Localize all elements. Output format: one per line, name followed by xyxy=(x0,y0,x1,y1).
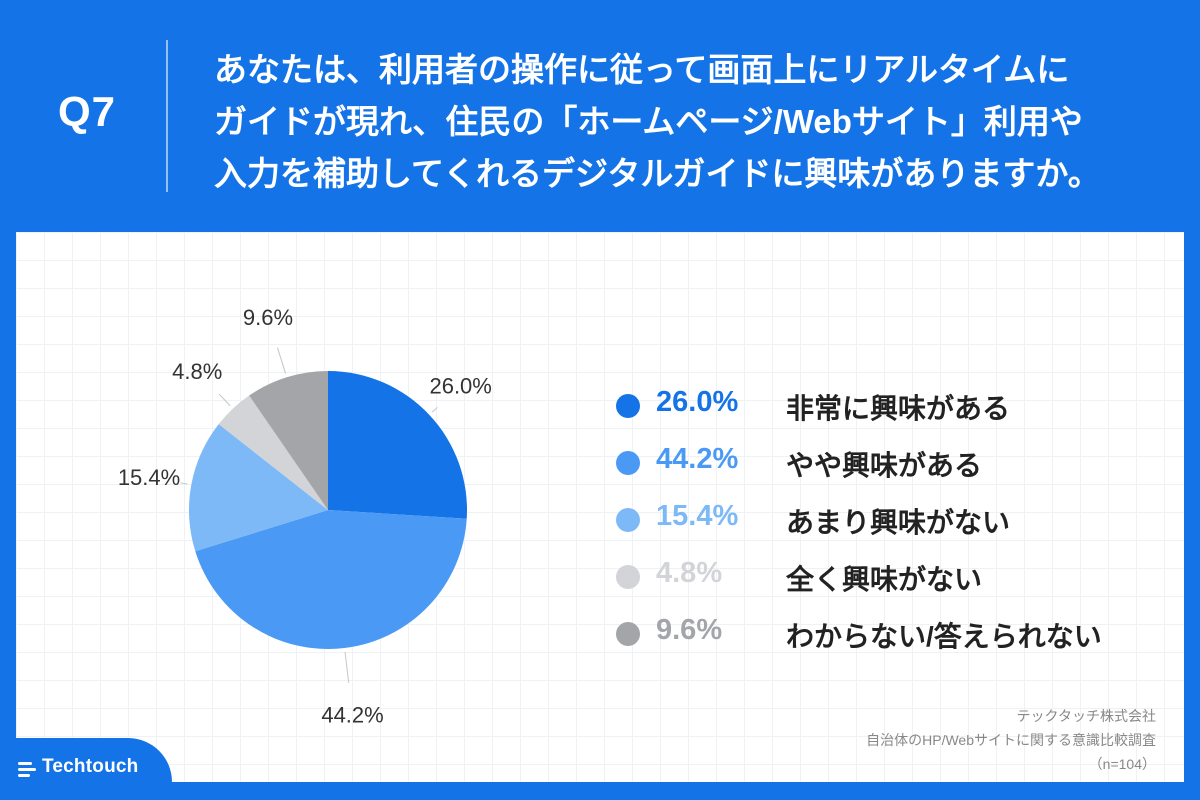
header-banner: Q7 あなたは、利用者の操作に従って画面上にリアルタイムに ガイドが現れ、住民の… xyxy=(0,0,1200,232)
legend-value: 15.4% xyxy=(656,500,739,532)
pie-leader-line xyxy=(344,651,350,683)
pie-slice xyxy=(195,510,467,649)
header-divider xyxy=(166,40,168,192)
legend-label: あまり興味がない xyxy=(786,507,1011,538)
pie-value-label: 44.2% xyxy=(321,703,383,728)
legend: 26.0% 非常に興味がある 44.2% やや興味がある 15.4% あまり興味… xyxy=(616,382,1156,667)
legend-label: わからない/答えられない xyxy=(786,621,1102,652)
legend-item: 4.8% 全く興味がない xyxy=(616,553,1156,610)
legend-value: 9.6% xyxy=(656,614,723,646)
pie-value-label: 4.8% xyxy=(172,359,222,384)
chart-panel: 26.0% 44.2% 15.4% 4.8% 9.6% 26.0% 非常に興味がある 4… xyxy=(16,232,1184,782)
legend-item: 44.2% やや興味がある xyxy=(616,439,1156,496)
pie-value-label: 9.6% xyxy=(243,305,293,330)
legend-label: やや興味がある xyxy=(786,450,983,481)
legend-value: 44.2% xyxy=(656,443,739,475)
pie-slice xyxy=(328,371,467,519)
source-company: テックタッチ株式会社 xyxy=(1016,708,1156,724)
legend-dot-icon xyxy=(616,394,640,418)
pie-slice xyxy=(189,424,328,552)
legend-dot-icon xyxy=(616,622,640,646)
pie-leader-line xyxy=(431,406,438,413)
pie-value-label: 26.0% xyxy=(429,373,491,398)
pie-chart: 26.0% 44.2% 15.4% 4.8% 9.6% xyxy=(118,305,492,728)
legend-value: 26.0% xyxy=(656,386,739,418)
question-line: あなたは、利用者の操作に従って画面上にリアルタイムに xyxy=(214,51,1070,88)
question-text: あなたは、利用者の操作に従って画面上にリアルタイムに ガイドが現れ、住民の「ホー… xyxy=(214,44,1174,200)
source-sample-size: （n=104） xyxy=(1088,756,1156,772)
legend-item: 9.6% わからない/答えられない xyxy=(616,610,1156,667)
source-survey: 自治体のHP/Webサイトに関する意識比較調査 xyxy=(866,732,1156,748)
pie-slice xyxy=(249,371,328,510)
pie-leader-line xyxy=(180,482,188,485)
question-line: ガイドが現れ、住民の「ホームページ/Webサイト」利用や xyxy=(214,103,1083,140)
pie-slice xyxy=(218,395,328,510)
legend-dot-icon xyxy=(616,451,640,475)
legend-item: 26.0% 非常に興味がある xyxy=(616,382,1156,439)
legend-value: 4.8% xyxy=(656,557,723,589)
techtouch-logo-icon xyxy=(18,762,38,778)
pie-leader-line xyxy=(277,347,287,374)
legend-dot-icon xyxy=(616,508,640,532)
question-line: 入力を補助してくれるデジタルガイドに興味がありますか。 xyxy=(214,155,1101,192)
source-note: テックタッチ株式会社 自治体のHP/Webサイトに関する意識比較調査 （n=10… xyxy=(866,704,1156,776)
legend-label: 非常に興味がある xyxy=(786,393,1011,424)
legend-dot-icon xyxy=(616,565,640,589)
brand-logo: Techtouch xyxy=(42,756,139,777)
logo-tab: Techtouch xyxy=(0,738,172,800)
legend-label: 全く興味がない xyxy=(786,564,983,595)
pie-value-label: 15.4% xyxy=(118,465,180,490)
pie-leader-line xyxy=(218,393,231,407)
question-number: Q7 xyxy=(58,88,117,135)
legend-item: 15.4% あまり興味がない xyxy=(616,496,1156,553)
